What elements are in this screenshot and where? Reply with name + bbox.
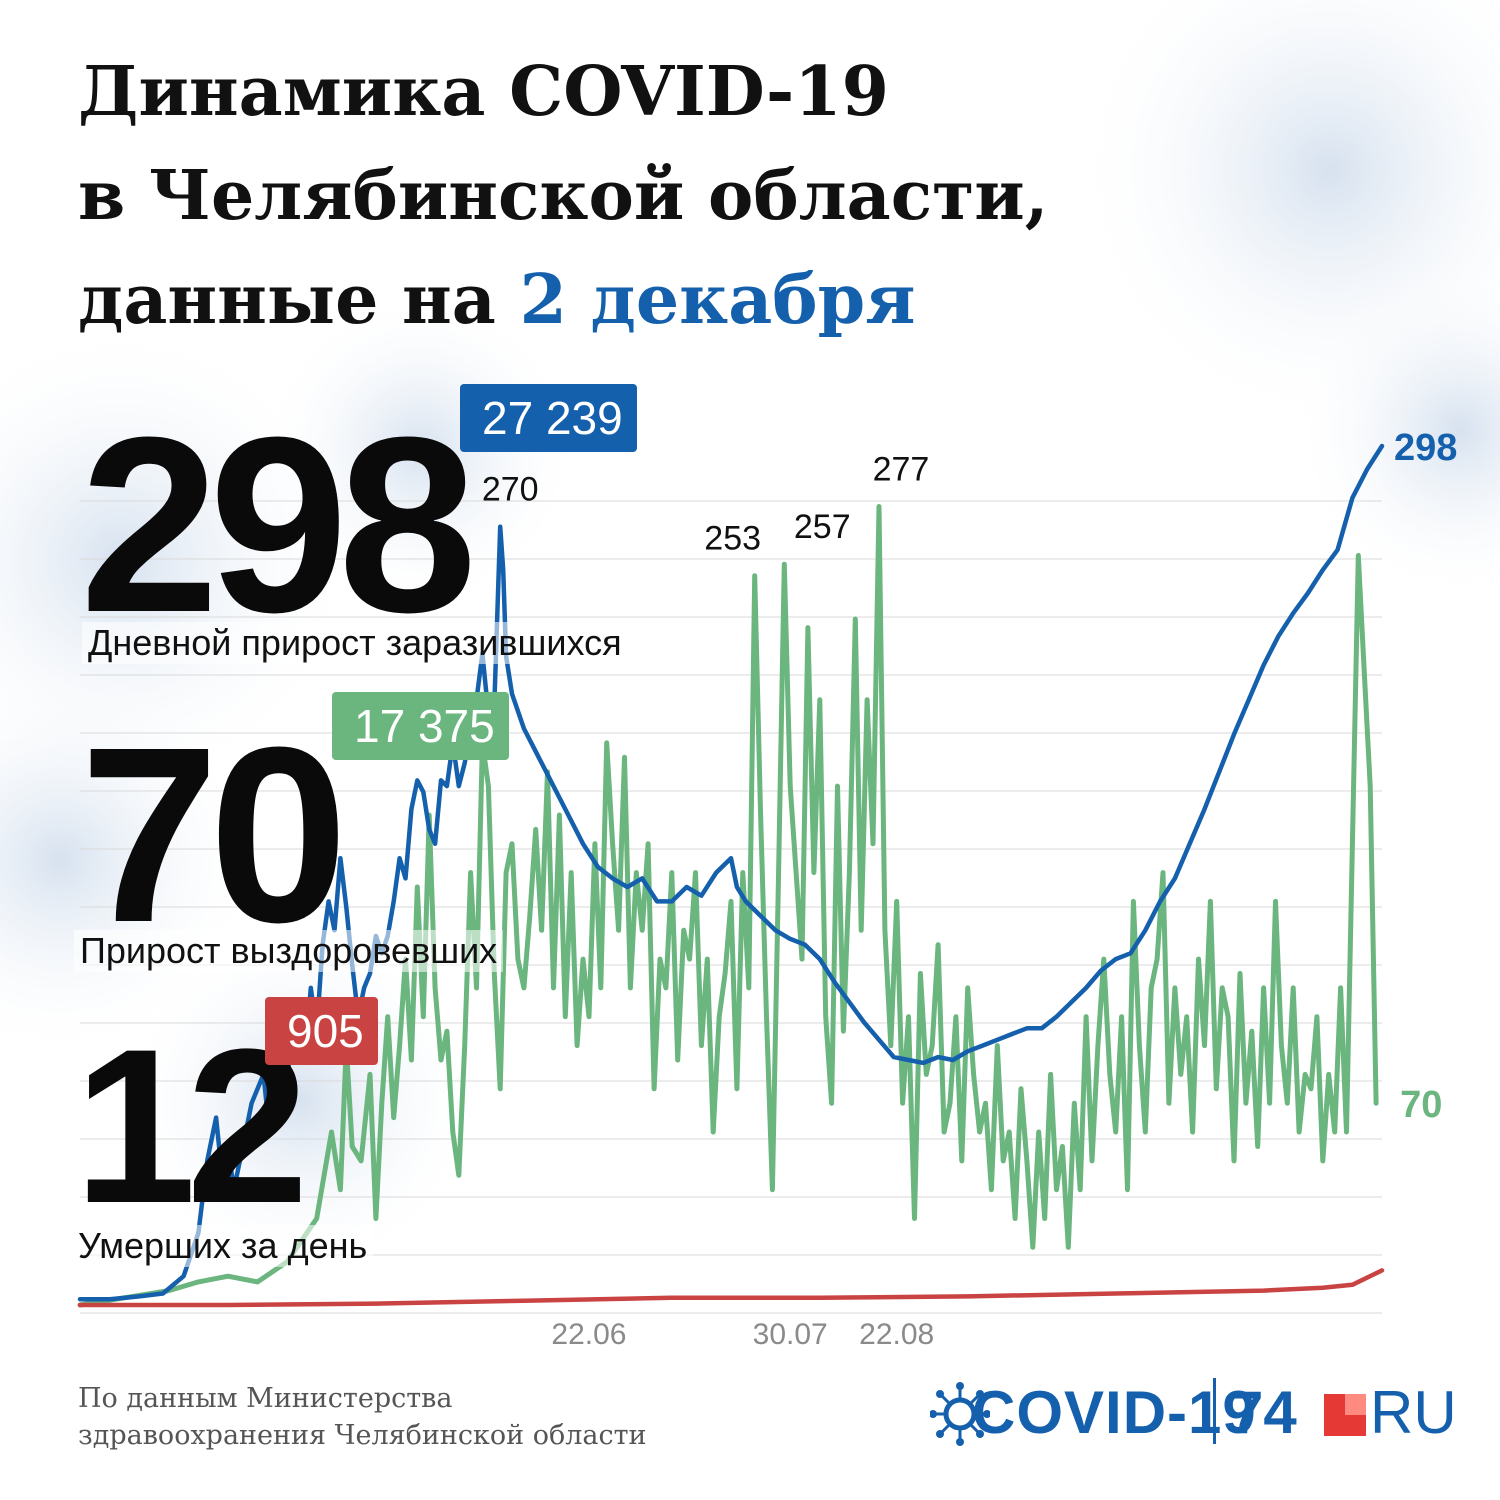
data-source-note: По данным Министерства здравоохранения Ч…	[78, 1380, 647, 1454]
infected-end-label: 298	[1394, 427, 1457, 469]
virus-icon	[930, 1382, 990, 1446]
x-tick-label: 22.08	[859, 1318, 934, 1351]
title-line-2: в Челябинской области,	[78, 156, 1049, 236]
recovered-total-badge: 17 375	[332, 692, 509, 760]
logo-red-square-icon	[1324, 1394, 1366, 1436]
series-line-recovered	[77, 504, 1379, 1308]
title-date: 2 декабря	[519, 260, 916, 340]
peak-annotation: 277	[873, 451, 930, 489]
recovered-end-label: 70	[1400, 1084, 1442, 1126]
title-line-1: Динамика COVID-19	[78, 52, 889, 132]
recovered-daily-label: Прирост выздоровевших	[74, 930, 504, 972]
deaths-daily-label: Умерших за день	[72, 1225, 374, 1267]
logo-ru-text: RU	[1370, 1379, 1457, 1446]
peak-annotation: 257	[794, 508, 851, 546]
logo-covid-text: COVID-19	[972, 1379, 1257, 1446]
deaths-total-badge: 905	[265, 997, 378, 1065]
infected-daily-label: Дневной прирост заразившихся	[82, 622, 628, 664]
infected-total-badge: 27 239	[460, 384, 637, 452]
brand-logo: COVID-19 74 RU	[930, 1372, 1460, 1462]
peak-annotation: 270	[482, 471, 539, 509]
peak-annotation: 253	[704, 520, 761, 558]
title-line-3: данные на 2 декабря	[78, 248, 1048, 352]
source-line-1: По данным Министерства	[78, 1383, 453, 1414]
source-line-2: здравоохранения Челябинской области	[78, 1420, 647, 1451]
infected-daily-value: 298	[80, 385, 477, 664]
recovered-daily-value: 70	[80, 695, 348, 974]
x-tick-label: 22.06	[551, 1318, 626, 1351]
logo-divider	[1213, 1378, 1216, 1444]
logo-74-text: 74	[1230, 1379, 1297, 1446]
page-title: Динамика COVID-19 в Челябинской области,…	[78, 40, 1048, 352]
x-tick-label: 30.07	[753, 1318, 828, 1351]
title-prefix: данные на	[78, 260, 496, 340]
series-line-deaths	[77, 1268, 1385, 1308]
